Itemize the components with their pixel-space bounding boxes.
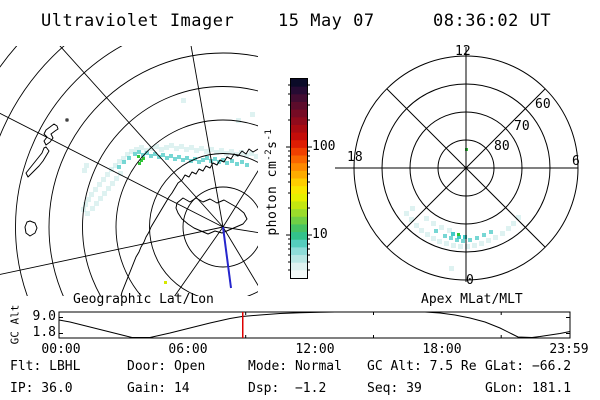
image-time: 08:36:02 UT (433, 11, 552, 31)
time-tick-2359: 23:59 (549, 342, 589, 357)
colorbar (286, 78, 312, 279)
colorbar-tick-10: 10 (312, 227, 328, 242)
colorbar-tick-100: 100 (312, 139, 336, 154)
alt-ytick-min: 1.8 (32, 325, 56, 340)
geographic-map-panel (0, 46, 258, 296)
mlt-label-0: 0 (466, 273, 474, 288)
status-glat: GLat: −66.2 (485, 359, 572, 374)
status-gain: Gain: 14 (127, 381, 190, 396)
alt-ytick-max: 9.0 (32, 309, 56, 324)
apex-panel-caption: Apex MLat/MLT (421, 292, 523, 307)
status-seq: Seq: 39 (367, 381, 422, 396)
time-tick-1800: 18:00 (422, 342, 462, 357)
geo-panel-caption: Geographic Lat/Lon (73, 292, 214, 307)
app-title: Ultraviolet Imager (41, 11, 235, 31)
mlt-label-12: 12 (455, 44, 471, 59)
status-mode: Mode: Normal (248, 359, 342, 374)
time-tick-0600: 06:00 (168, 342, 208, 357)
altitude-strip-chart (58, 311, 571, 339)
mlat-label-60: 60 (535, 97, 551, 112)
status-glon: GLon: 181.1 (485, 381, 572, 396)
status-gc-alt: GC Alt: 7.5 Re (367, 359, 477, 374)
status-dsp: Dsp: −1.2 (248, 381, 327, 396)
image-date: 15 May 07 (278, 11, 375, 31)
status-door: Door: Open (127, 359, 206, 374)
status-filter: Flt: LBHL (10, 359, 81, 374)
mlt-label-6: 6 (572, 154, 580, 169)
time-tick-0000: 00:00 (41, 342, 81, 357)
apex-dial-panel (335, 47, 579, 282)
mlat-label-70: 70 (514, 119, 530, 134)
status-ip: IP: 36.0 (10, 381, 73, 396)
time-tick-1200: 12:00 (295, 342, 335, 357)
mlat-label-80: 80 (494, 139, 510, 154)
